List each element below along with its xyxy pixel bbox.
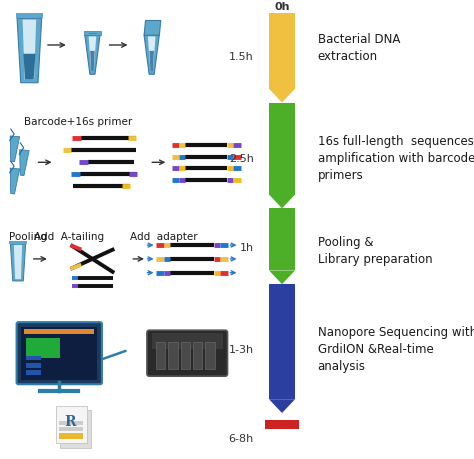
FancyBboxPatch shape [152, 334, 223, 349]
FancyBboxPatch shape [269, 14, 295, 90]
FancyBboxPatch shape [61, 410, 91, 448]
Polygon shape [17, 19, 42, 84]
Text: 1.5h: 1.5h [229, 52, 254, 62]
Polygon shape [144, 22, 161, 36]
FancyBboxPatch shape [269, 285, 295, 399]
FancyBboxPatch shape [26, 339, 60, 359]
Text: R: R [64, 414, 75, 428]
FancyBboxPatch shape [156, 342, 165, 369]
Polygon shape [90, 52, 95, 73]
Polygon shape [89, 37, 96, 73]
Text: Pooling &
Library preparation: Pooling & Library preparation [318, 235, 432, 265]
Polygon shape [269, 399, 295, 413]
FancyBboxPatch shape [26, 356, 41, 361]
Polygon shape [148, 37, 155, 73]
FancyBboxPatch shape [21, 327, 97, 380]
FancyBboxPatch shape [56, 406, 86, 443]
Polygon shape [10, 137, 19, 162]
Polygon shape [10, 245, 26, 281]
Text: Bacterial DNA
extraction: Bacterial DNA extraction [318, 33, 400, 63]
FancyBboxPatch shape [59, 421, 83, 425]
FancyBboxPatch shape [59, 427, 83, 431]
Text: 1-3h: 1-3h [228, 344, 254, 354]
Text: Barcode+16s primer: Barcode+16s primer [24, 117, 132, 127]
Polygon shape [14, 246, 22, 280]
Polygon shape [269, 271, 295, 285]
Polygon shape [10, 169, 19, 195]
FancyBboxPatch shape [16, 14, 43, 19]
FancyBboxPatch shape [205, 342, 215, 369]
Polygon shape [149, 52, 154, 73]
Text: Add  adapter: Add adapter [130, 231, 197, 241]
FancyBboxPatch shape [59, 433, 83, 439]
FancyBboxPatch shape [17, 322, 102, 384]
Text: 16s full-length  sequences
amplification with barcoded
primers: 16s full-length sequences amplification … [318, 135, 474, 182]
FancyBboxPatch shape [181, 342, 190, 369]
FancyBboxPatch shape [147, 330, 228, 376]
FancyBboxPatch shape [26, 371, 41, 375]
Polygon shape [19, 151, 29, 176]
FancyBboxPatch shape [168, 342, 178, 369]
FancyBboxPatch shape [269, 209, 295, 271]
FancyBboxPatch shape [265, 420, 299, 429]
Text: 6-8h: 6-8h [228, 433, 254, 443]
Polygon shape [85, 36, 100, 75]
Text: 1h: 1h [239, 243, 254, 253]
Polygon shape [144, 36, 159, 75]
FancyBboxPatch shape [26, 364, 41, 368]
Text: 2.5h: 2.5h [229, 153, 254, 163]
Polygon shape [23, 21, 36, 80]
Text: Add  A-tailing: Add A-tailing [34, 231, 104, 241]
Polygon shape [23, 55, 36, 80]
FancyBboxPatch shape [84, 32, 101, 36]
FancyBboxPatch shape [9, 241, 27, 245]
FancyBboxPatch shape [269, 103, 295, 195]
Text: Nanopore Sequencing with
GrdiION &Real-time
analysis: Nanopore Sequencing with GrdiION &Real-t… [318, 325, 474, 372]
FancyBboxPatch shape [24, 329, 94, 334]
Text: 0h: 0h [274, 1, 290, 11]
Text: Pooling: Pooling [9, 231, 46, 241]
Polygon shape [269, 195, 295, 209]
Polygon shape [269, 90, 295, 103]
FancyBboxPatch shape [193, 342, 202, 369]
